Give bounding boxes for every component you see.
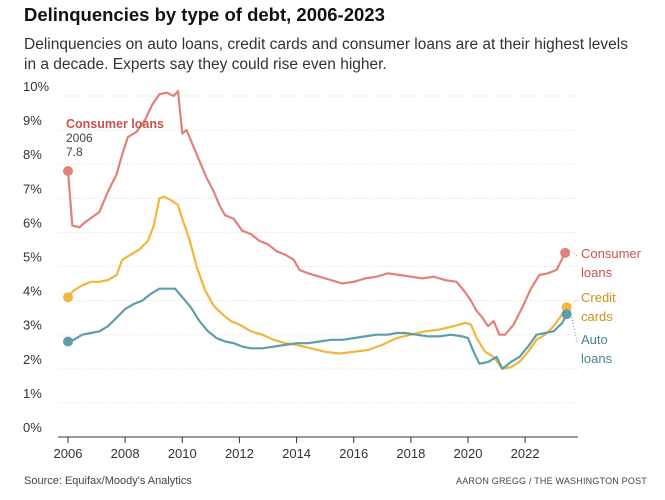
start-dot-credit	[63, 292, 73, 303]
end-leader-auto	[570, 311, 578, 343]
y-tick-label: 3%	[23, 318, 42, 333]
x-tick-label: 2016	[339, 446, 368, 461]
start-annotation-year: 2006	[66, 131, 93, 145]
end-dot-auto	[561, 309, 572, 320]
end-label-credit: Credit	[581, 290, 616, 305]
start-dot-auto	[63, 336, 73, 347]
start-annotation-value: 7.8	[66, 145, 83, 159]
start-dot-consumer	[63, 166, 73, 177]
y-tick-label: 0%	[23, 420, 42, 435]
credit-line: AARON GREGG / THE WASHINGTON POST	[456, 476, 647, 486]
end-leader-credit	[570, 299, 578, 305]
series-line-credit	[67, 195, 568, 370]
y-tick-label: 1%	[23, 386, 42, 401]
source-note: Source: Equifax/Moody's Analytics	[24, 475, 192, 487]
chart-subtitle: Delinquencies on auto loans, credit card…	[24, 36, 628, 73]
end-label-auto: Auto	[581, 332, 608, 347]
x-tick-label: 2010	[168, 446, 197, 461]
start-annotation-label: Consumer loans	[66, 117, 164, 131]
y-tick-label: 4%	[23, 284, 42, 299]
end-dot-consumer	[560, 247, 571, 258]
y-tick-label: 7%	[23, 181, 42, 196]
end-label-consumer: Consumer	[581, 246, 642, 261]
end-leader-consumer	[568, 249, 578, 257]
end-label-auto: loans	[581, 351, 613, 366]
x-tick-label: 2008	[111, 446, 140, 461]
series-line-consumer	[66, 89, 567, 336]
chart-title: Delinquencies by type of debt, 2006-2023	[24, 4, 385, 25]
series-line-auto	[67, 287, 568, 370]
y-tick-label: 8%	[23, 147, 42, 162]
x-tick-label: 2014	[282, 446, 311, 461]
x-tick-label: 2018	[396, 446, 425, 461]
end-label-consumer: loans	[581, 265, 613, 280]
y-tick-label: 5%	[23, 250, 42, 265]
x-tick-label: 2006	[54, 446, 83, 461]
y-tick-label: 10%	[23, 79, 49, 94]
y-tick-label: 2%	[23, 352, 42, 367]
x-tick-label: 2020	[454, 446, 483, 461]
x-tick-label: 2012	[225, 446, 254, 461]
x-tick-label: 2022	[511, 446, 540, 461]
y-tick-label: 9%	[23, 113, 42, 128]
y-tick-label: 6%	[23, 215, 42, 230]
end-label-credit: cards	[581, 309, 613, 324]
